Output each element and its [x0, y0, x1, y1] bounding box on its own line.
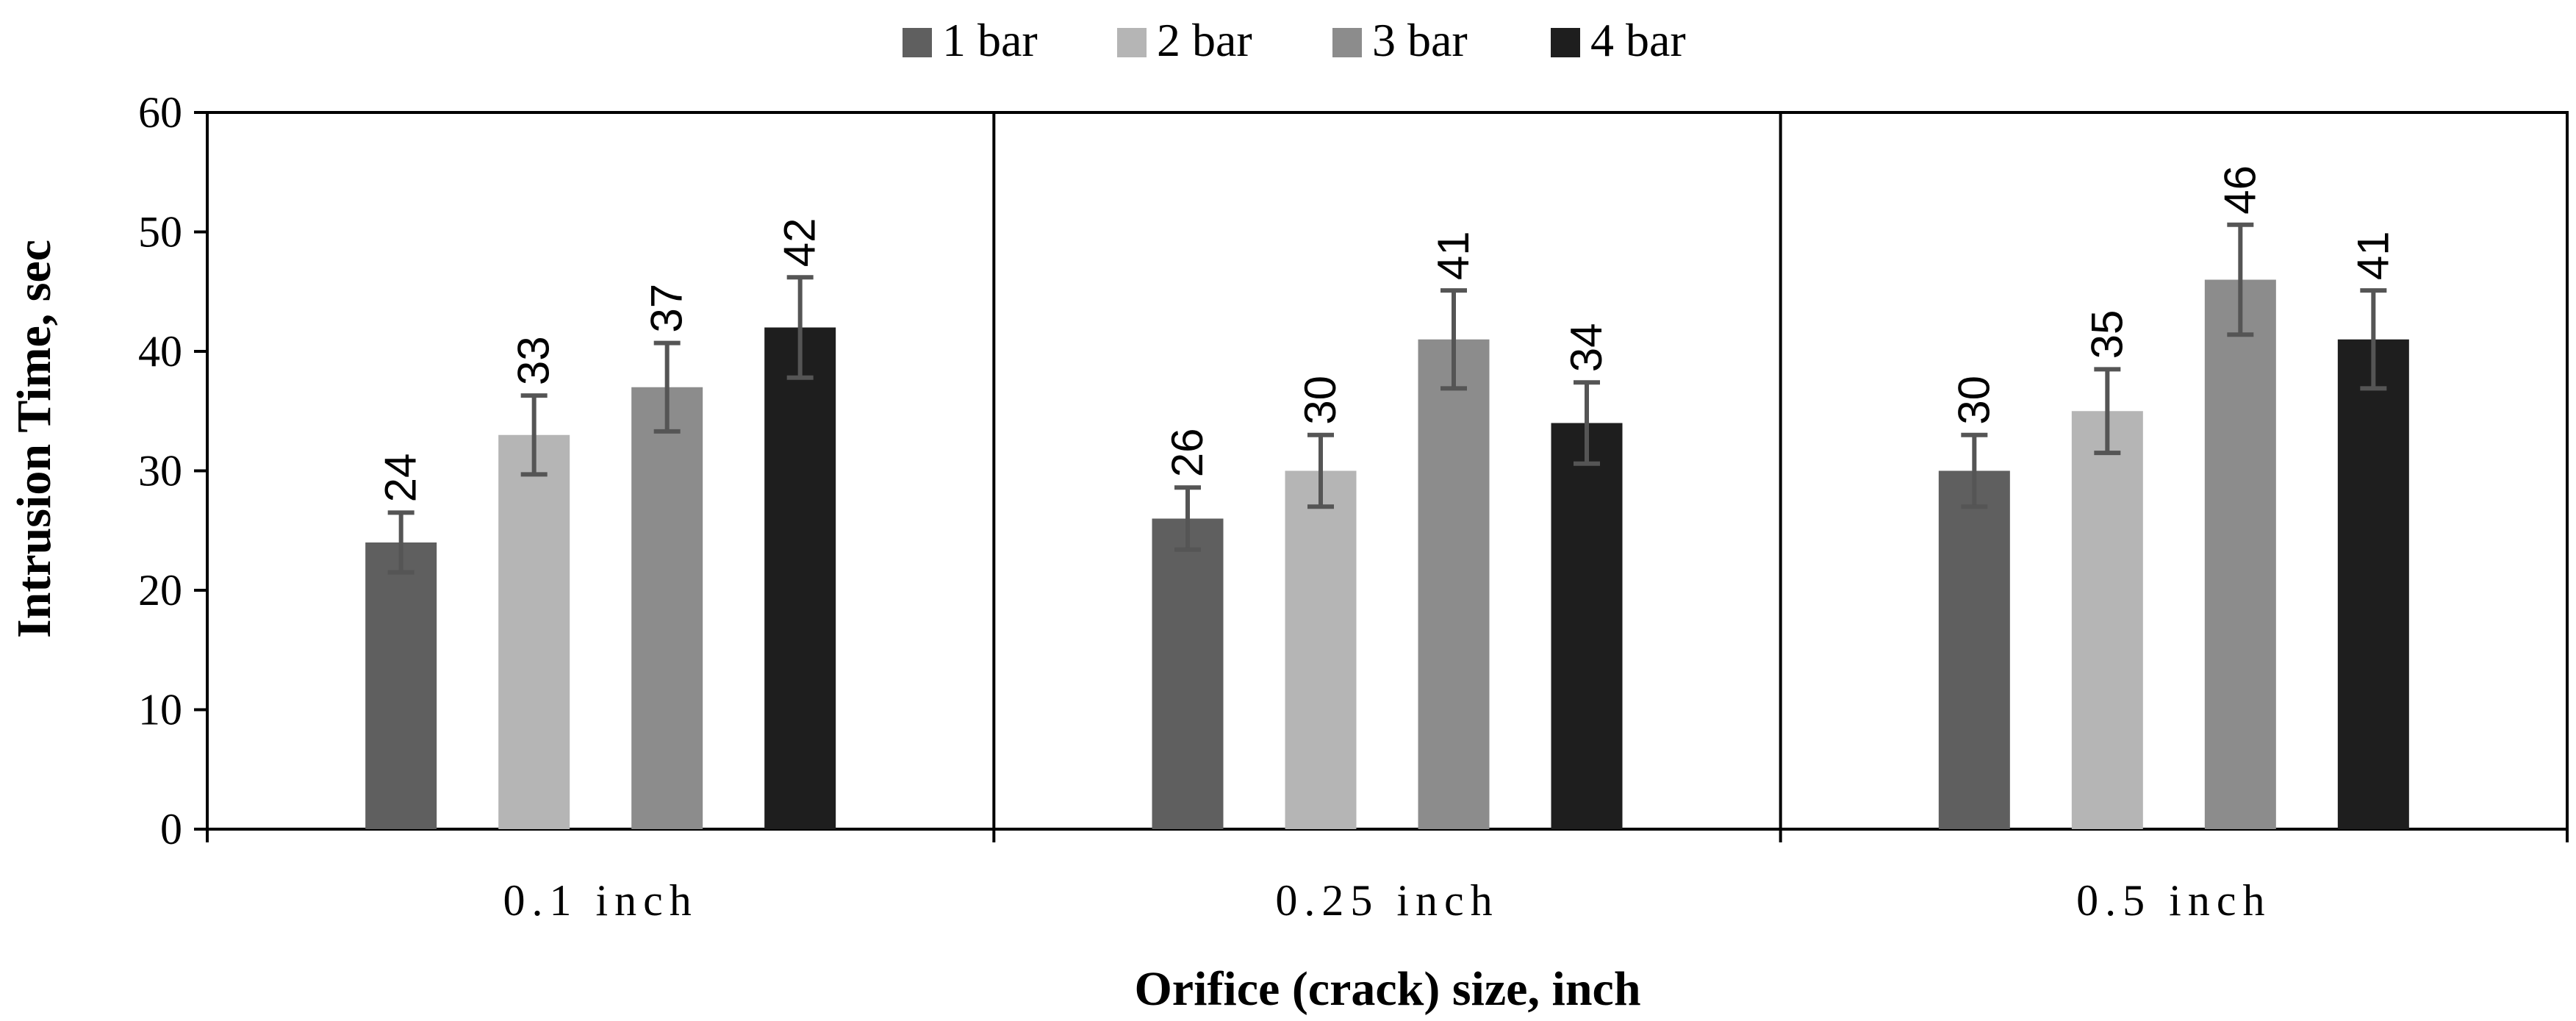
y-tick-label: 40	[138, 327, 182, 376]
bar	[2071, 411, 2143, 829]
plot-frame	[206, 111, 2569, 831]
bar	[1551, 423, 1623, 829]
plot-area: 24 33 37 42 26 30 41 34 30 35 46 41	[206, 111, 2569, 831]
bar	[1938, 470, 2010, 829]
y-tick-label: 60	[138, 88, 182, 137]
x-tick-label: 0.5 inch	[2076, 876, 2271, 925]
bar	[1152, 518, 1224, 829]
data-label: 26	[1163, 429, 1212, 478]
bar	[2204, 279, 2276, 829]
x-tick-label: 0.1 inch	[503, 876, 698, 925]
data-label: 42	[775, 218, 825, 268]
data-label: 41	[1429, 231, 1478, 280]
data-label: 35	[2082, 310, 2131, 359]
legend-swatch	[903, 28, 932, 57]
bar	[2337, 339, 2409, 829]
x-axis-title: Orifice (crack) size, inch	[1134, 962, 1640, 1016]
data-label: 41	[2348, 231, 2397, 280]
x-axis: 0.1 inch 0.25 inch 0.5 inch	[206, 829, 2569, 925]
legend-label: 2 bar	[1157, 14, 1252, 66]
data-label: 37	[642, 284, 692, 333]
y-tick-label: 50	[138, 208, 182, 257]
bar	[498, 434, 570, 829]
bar	[365, 542, 437, 829]
legend-swatch	[1551, 28, 1580, 57]
bar	[1285, 470, 1357, 829]
data-label: 33	[509, 336, 559, 385]
y-tick-label: 20	[138, 566, 182, 615]
legend-swatch	[1117, 28, 1147, 57]
bar	[764, 327, 836, 829]
legend-swatch	[1332, 28, 1362, 57]
data-label: 24	[376, 454, 426, 503]
x-tick-label: 0.25 inch	[1275, 876, 1499, 925]
legend: 1 bar 2 bar 3 bar 4 bar	[903, 14, 1686, 66]
y-axis: 0 10 20 30 40 50 60	[138, 88, 207, 853]
y-tick-label: 10	[138, 686, 182, 734]
data-label: 34	[1562, 323, 1611, 373]
bar	[1418, 339, 1490, 829]
y-tick-label: 0	[160, 805, 182, 853]
data-label: 46	[2215, 165, 2264, 215]
data-label: 30	[1949, 376, 1998, 425]
legend-label: 3 bar	[1372, 14, 1468, 66]
legend-label: 1 bar	[942, 14, 1038, 66]
legend-label: 4 bar	[1590, 14, 1686, 66]
y-tick-label: 30	[138, 447, 182, 495]
data-label: 30	[1296, 376, 1345, 425]
bar	[631, 387, 703, 829]
y-axis-title: Intrusion Time, sec	[7, 240, 61, 638]
